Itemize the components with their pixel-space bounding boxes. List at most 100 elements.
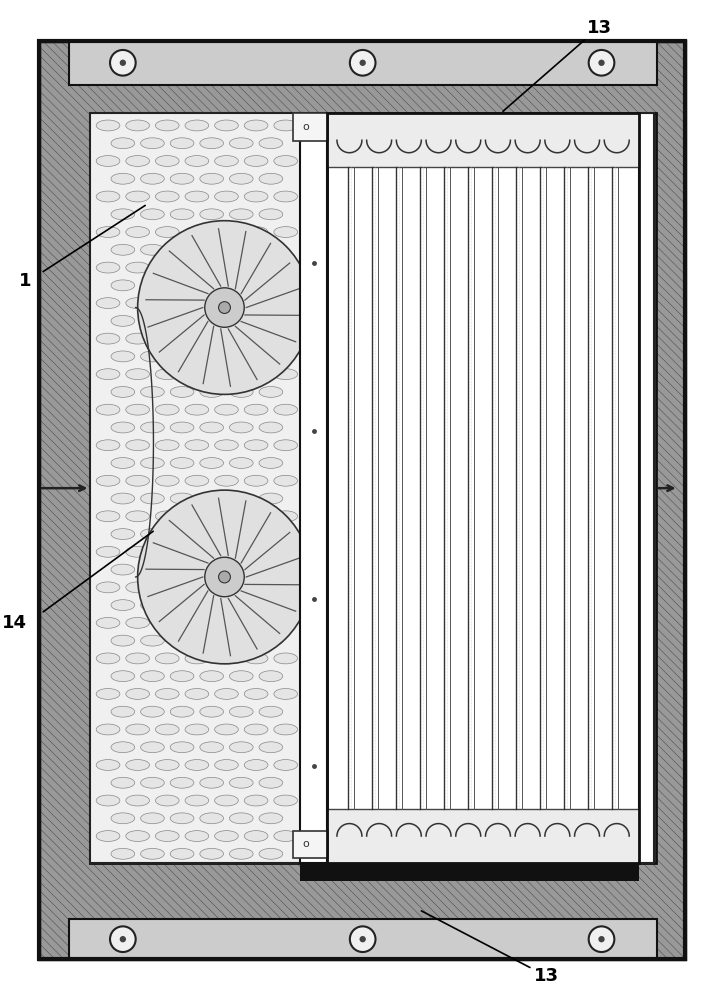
Ellipse shape xyxy=(185,369,208,380)
Ellipse shape xyxy=(126,795,150,806)
Ellipse shape xyxy=(274,156,298,166)
Ellipse shape xyxy=(126,440,150,451)
Ellipse shape xyxy=(244,689,268,699)
Ellipse shape xyxy=(96,120,120,131)
Ellipse shape xyxy=(155,156,179,166)
Ellipse shape xyxy=(170,209,194,220)
Ellipse shape xyxy=(140,848,164,859)
Circle shape xyxy=(110,926,135,952)
Ellipse shape xyxy=(274,369,298,380)
Ellipse shape xyxy=(140,706,164,717)
Ellipse shape xyxy=(185,227,208,237)
Bar xyxy=(301,863,639,881)
Ellipse shape xyxy=(140,138,164,149)
Ellipse shape xyxy=(244,440,268,451)
Ellipse shape xyxy=(200,315,223,326)
Ellipse shape xyxy=(259,387,283,397)
Ellipse shape xyxy=(259,138,283,149)
Ellipse shape xyxy=(126,546,150,557)
Ellipse shape xyxy=(96,617,120,628)
Ellipse shape xyxy=(170,600,194,611)
Ellipse shape xyxy=(155,369,179,380)
Ellipse shape xyxy=(200,706,223,717)
Ellipse shape xyxy=(126,404,150,415)
Ellipse shape xyxy=(215,760,238,770)
Ellipse shape xyxy=(259,422,283,433)
Ellipse shape xyxy=(244,582,268,593)
Ellipse shape xyxy=(111,706,135,717)
Ellipse shape xyxy=(200,138,223,149)
Ellipse shape xyxy=(259,209,283,220)
Ellipse shape xyxy=(140,564,164,575)
Ellipse shape xyxy=(259,742,283,753)
Ellipse shape xyxy=(155,617,179,628)
Ellipse shape xyxy=(140,635,164,646)
Ellipse shape xyxy=(215,404,238,415)
Ellipse shape xyxy=(185,724,208,735)
Ellipse shape xyxy=(126,617,150,628)
Ellipse shape xyxy=(111,777,135,788)
Ellipse shape xyxy=(274,724,298,735)
Text: o: o xyxy=(302,122,309,132)
Ellipse shape xyxy=(140,671,164,682)
Text: 13: 13 xyxy=(587,19,612,37)
Ellipse shape xyxy=(185,404,208,415)
Ellipse shape xyxy=(229,244,253,255)
Ellipse shape xyxy=(126,262,150,273)
Ellipse shape xyxy=(229,209,253,220)
Ellipse shape xyxy=(170,564,194,575)
Ellipse shape xyxy=(229,422,253,433)
Ellipse shape xyxy=(244,546,268,557)
Ellipse shape xyxy=(155,724,179,735)
Ellipse shape xyxy=(140,458,164,468)
Ellipse shape xyxy=(274,404,298,415)
Circle shape xyxy=(350,50,375,76)
Ellipse shape xyxy=(170,493,194,504)
Ellipse shape xyxy=(140,280,164,291)
Ellipse shape xyxy=(126,475,150,486)
Ellipse shape xyxy=(111,600,135,611)
Ellipse shape xyxy=(244,795,268,806)
Bar xyxy=(327,113,639,167)
Ellipse shape xyxy=(244,156,268,166)
Ellipse shape xyxy=(215,440,238,451)
Ellipse shape xyxy=(185,760,208,770)
Ellipse shape xyxy=(170,173,194,184)
Ellipse shape xyxy=(140,351,164,362)
Ellipse shape xyxy=(200,529,223,539)
Ellipse shape xyxy=(215,617,238,628)
Ellipse shape xyxy=(155,440,179,451)
Ellipse shape xyxy=(200,493,223,504)
Bar xyxy=(327,809,639,863)
Ellipse shape xyxy=(229,777,253,788)
Ellipse shape xyxy=(215,120,238,131)
Ellipse shape xyxy=(155,760,179,770)
Ellipse shape xyxy=(185,120,208,131)
Ellipse shape xyxy=(111,387,135,397)
Ellipse shape xyxy=(215,156,238,166)
Circle shape xyxy=(137,490,311,664)
Ellipse shape xyxy=(126,191,150,202)
Ellipse shape xyxy=(274,262,298,273)
Text: o: o xyxy=(302,839,309,849)
Ellipse shape xyxy=(229,564,253,575)
Bar xyxy=(90,113,302,863)
Ellipse shape xyxy=(215,333,238,344)
Ellipse shape xyxy=(185,298,208,309)
Ellipse shape xyxy=(111,244,135,255)
Ellipse shape xyxy=(185,582,208,593)
Ellipse shape xyxy=(155,120,179,131)
Ellipse shape xyxy=(200,848,223,859)
Ellipse shape xyxy=(259,529,283,539)
Ellipse shape xyxy=(185,511,208,522)
Ellipse shape xyxy=(244,333,268,344)
Ellipse shape xyxy=(274,120,298,131)
Bar xyxy=(327,113,639,863)
Ellipse shape xyxy=(274,582,298,593)
Ellipse shape xyxy=(215,369,238,380)
Ellipse shape xyxy=(200,387,223,397)
Ellipse shape xyxy=(140,422,164,433)
Ellipse shape xyxy=(274,333,298,344)
Ellipse shape xyxy=(96,440,120,451)
Ellipse shape xyxy=(259,706,283,717)
